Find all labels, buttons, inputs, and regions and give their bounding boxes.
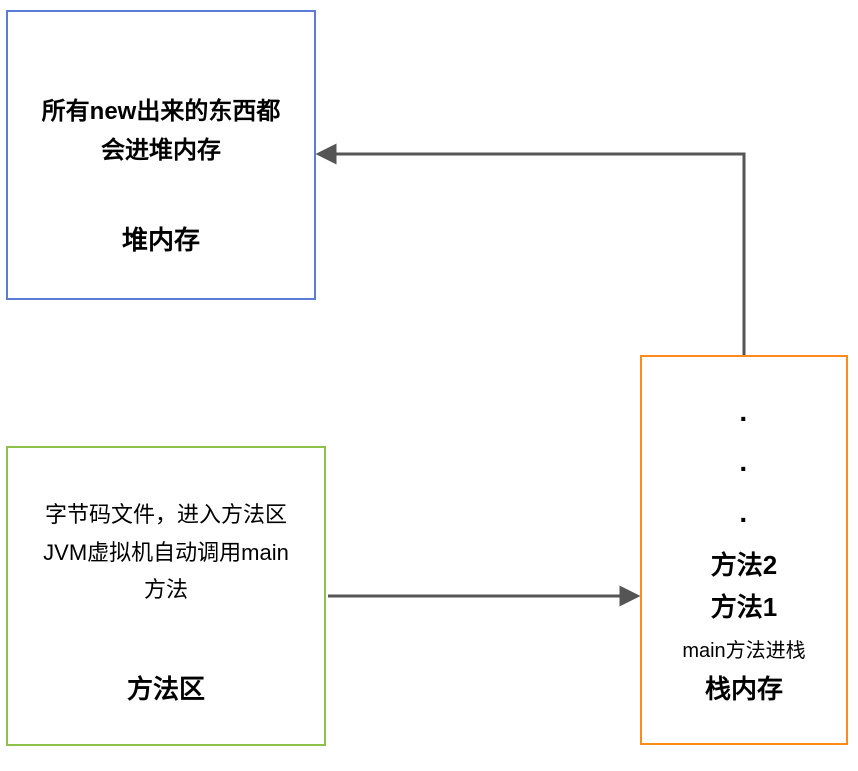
method-area-line2: JVM虚拟机自动调用main (43, 534, 289, 571)
method-area-content: 字节码文件，进入方法区 JVM虚拟机自动调用main 方法 (43, 496, 289, 608)
method-area-box: 字节码文件，进入方法区 JVM虚拟机自动调用main 方法 方法区 (6, 446, 326, 746)
stack-dot1: · (739, 394, 748, 444)
stack-title: 栈内存 (705, 669, 783, 706)
heap-box: 所有new出来的东西都 会进堆内存 堆内存 (6, 10, 316, 300)
arrow-stack-to-heap (320, 154, 744, 355)
method-area-line1: 字节码文件，进入方法区 (43, 496, 289, 533)
heap-content: 所有new出来的东西都 会进堆内存 (42, 93, 281, 170)
stack-method2: 方法2 (711, 545, 777, 587)
stack-dot2: · (739, 444, 748, 494)
stack-method1: 方法1 (711, 587, 777, 629)
stack-main-label: main方法进栈 (682, 634, 805, 663)
method-area-line3: 方法 (43, 571, 289, 608)
heap-title: 堆内存 (122, 220, 200, 257)
stack-dot3: · (739, 495, 748, 545)
heap-content-line2: 会进堆内存 (42, 132, 281, 170)
stack-box: · · · 方法2 方法1 main方法进栈 栈内存 (640, 355, 848, 745)
heap-content-line1: 所有new出来的东西都 (42, 93, 281, 131)
method-area-title: 方法区 (127, 669, 205, 706)
